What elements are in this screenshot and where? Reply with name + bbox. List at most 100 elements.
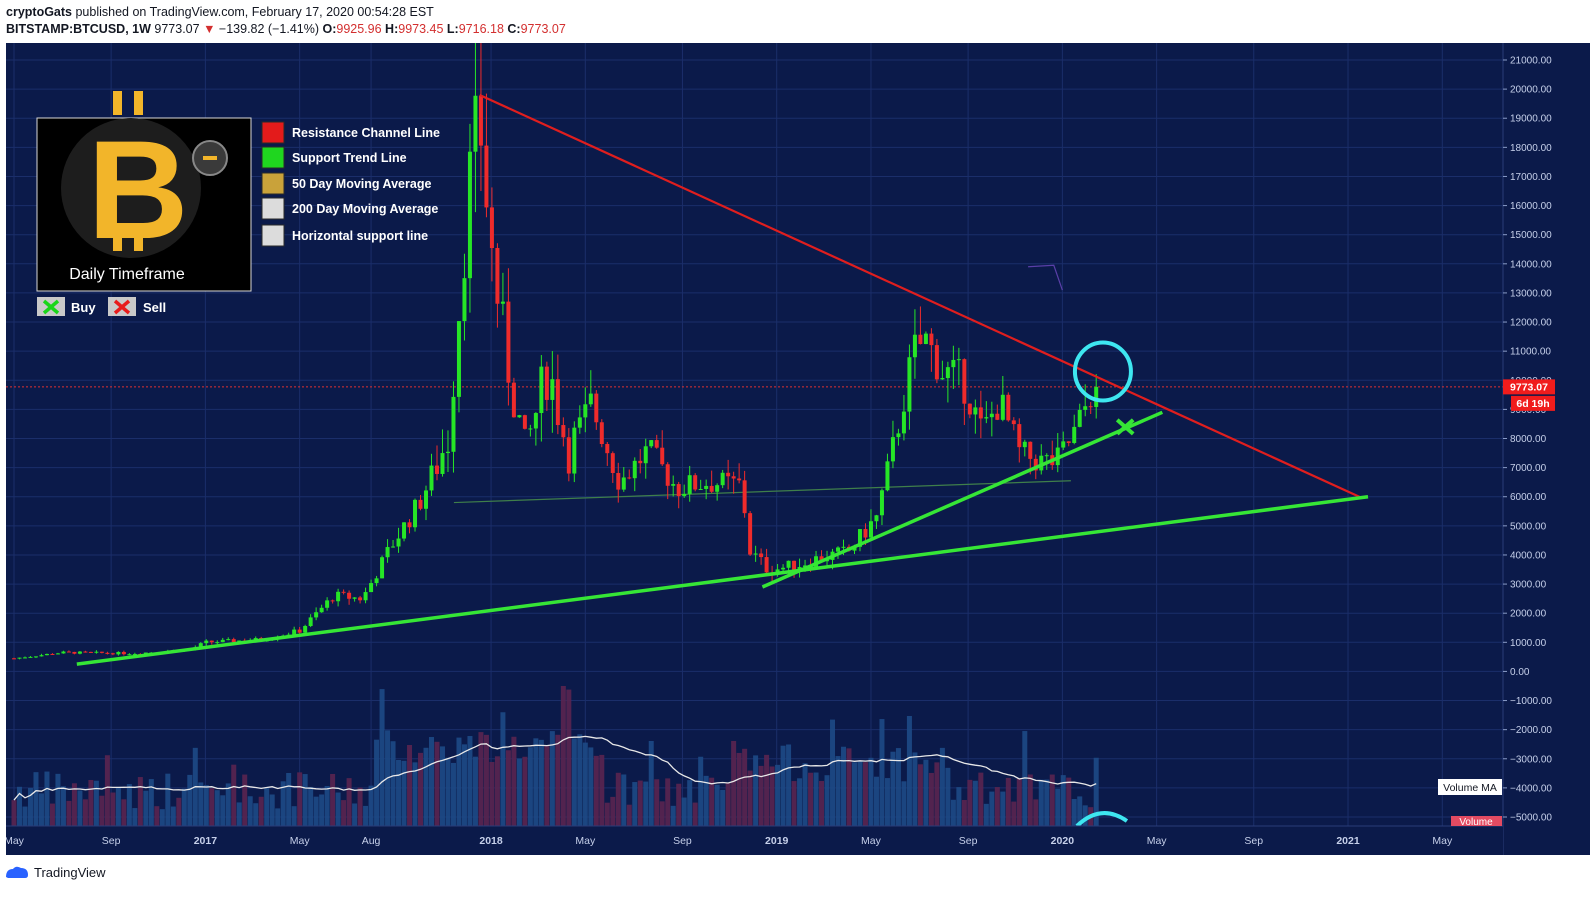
candle-body: [885, 461, 890, 491]
volume-bar: [758, 765, 764, 826]
candle-body: [402, 522, 407, 539]
price-chart[interactable]: 21000.00 20000.00 19000.00 18000.00 17000.00…: [6, 43, 1590, 855]
y-tick-label: 5000.00: [1510, 521, 1547, 532]
candle-body: [660, 447, 665, 465]
x-tick-label: Sep: [673, 835, 692, 847]
volume-bar: [873, 776, 879, 826]
volume-bar: [934, 762, 940, 826]
volume-bar: [181, 788, 187, 826]
badge-title: Daily Timeframe: [69, 266, 185, 283]
volume-bar: [494, 756, 500, 826]
candle-body: [44, 653, 49, 656]
candle-body: [121, 651, 126, 655]
volume-bar: [253, 803, 259, 826]
close-value: 9773.07: [520, 22, 566, 36]
candle-body: [314, 612, 319, 618]
volume-bar: [819, 780, 825, 826]
volume-bar: [1005, 777, 1011, 826]
volume-bar: [55, 773, 61, 826]
volume-bar: [1016, 778, 1022, 826]
candle-body: [643, 446, 648, 464]
volume-bar: [1071, 799, 1077, 826]
close-label: C:: [507, 22, 521, 36]
volume-bar: [566, 689, 572, 826]
chart-frame[interactable]: 21000.00 20000.00 19000.00 18000.00 17000.00…: [6, 43, 1590, 855]
volume-bar: [868, 757, 874, 826]
support-trend-line-short[interactable]: [761, 410, 1164, 589]
candle-body: [231, 639, 236, 643]
candle-body: [94, 651, 99, 653]
candle-body: [418, 499, 423, 509]
candle-body: [462, 278, 467, 322]
volume-bar: [143, 790, 149, 826]
candle-body: [638, 460, 643, 464]
candle-body: [973, 407, 978, 415]
y-tick-label: 16000.00: [1510, 201, 1552, 212]
candle-body: [330, 600, 335, 602]
candle-body: [951, 359, 956, 368]
tradingview-logo-icon[interactable]: [4, 864, 30, 880]
volume-bar: [857, 761, 863, 826]
volume-bar: [879, 719, 885, 826]
author-name[interactable]: cryptoGats: [6, 5, 72, 19]
y-tick-label: 21000.00: [1510, 56, 1552, 67]
candle-body: [588, 393, 593, 405]
candle-body: [116, 651, 121, 655]
x-tick-label: May: [861, 835, 882, 847]
candle-body: [1000, 394, 1005, 420]
volume-bar: [170, 806, 176, 826]
legend-swatch: [261, 146, 285, 169]
candle-body: [500, 301, 505, 304]
volume-bar: [412, 762, 418, 826]
candle-body: [1077, 409, 1082, 427]
price-axis-ticks: 21000.00 20000.00 19000.00 18000.00 17000.00…: [1503, 56, 1552, 824]
candle-body: [539, 366, 544, 414]
y-tick-label: 18000.00: [1510, 143, 1552, 154]
candle-body: [753, 553, 758, 555]
candle-body: [413, 499, 418, 528]
bitcoin-logo-bar-bottom-right: [134, 233, 143, 251]
countdown-box: [1511, 395, 1555, 411]
resistance-channel-line[interactable]: [479, 93, 1363, 500]
volume-bar: [637, 780, 643, 826]
candle-body: [61, 651, 66, 654]
candle-body: [995, 413, 1000, 420]
volume-bar: [434, 741, 440, 826]
x-tick-label: 2019: [765, 835, 789, 847]
volume-bar: [725, 782, 731, 826]
candle-body: [127, 654, 132, 656]
volume-bar: [214, 790, 220, 826]
candle-body: [1094, 386, 1099, 407]
support-trend-line-long[interactable]: [76, 494, 1369, 666]
volume-bar: [363, 805, 369, 826]
volume-bar: [291, 806, 297, 826]
volume-bar: [77, 790, 83, 826]
time-axis[interactable]: [6, 826, 1503, 855]
candle-body: [33, 656, 38, 658]
candle-body: [676, 484, 681, 497]
candle-body: [517, 415, 522, 418]
volume-bar: [11, 800, 17, 826]
candle-body: [1028, 441, 1033, 459]
volume-bar: [236, 802, 242, 826]
candle-body: [984, 417, 989, 419]
candle-body: [511, 382, 516, 418]
candle-body: [1022, 441, 1027, 448]
candle-body: [72, 651, 77, 654]
brand-name[interactable]: TradingView: [34, 864, 106, 880]
candle-body: [17, 657, 22, 659]
y-tick-label: 4000.00: [1510, 550, 1547, 561]
candle-body: [857, 529, 862, 547]
buy-label: Buy: [71, 300, 96, 315]
candle-body: [473, 95, 478, 152]
volume-bar: [923, 759, 929, 826]
candle-body: [237, 640, 242, 643]
candle-body: [308, 617, 313, 626]
candle-body: [896, 433, 901, 438]
candle-body: [890, 437, 895, 462]
candle-body: [22, 657, 27, 659]
price-axis[interactable]: [1503, 43, 1590, 855]
volume-bar: [115, 786, 121, 826]
candle-body: [781, 567, 786, 570]
candle-body: [907, 357, 912, 412]
